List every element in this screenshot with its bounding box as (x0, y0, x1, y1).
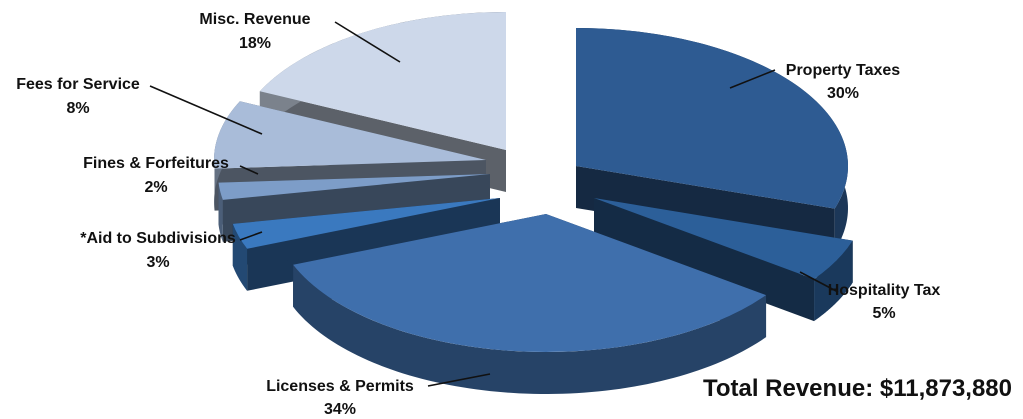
slice-label-licenses-permits: Licenses & Permits (266, 378, 414, 395)
slice-top-face (594, 198, 853, 280)
slice-percent-misc-revenue: 18% (239, 35, 271, 52)
leader-line-aid-to-subdivisions (239, 231, 263, 241)
slice-outer-wall (293, 264, 767, 394)
leader-line-misc-revenue (334, 21, 401, 63)
slice-percent-aid-to-subdivisions: 3% (146, 254, 169, 271)
slice-licenses-permits (293, 214, 767, 394)
slice-label-misc-revenue: Misc. Revenue (199, 11, 310, 28)
total-revenue-annotation: Total Revenue: $11,873,880 (703, 375, 1012, 402)
slice-label-hospitality-tax: Hospitality Tax (828, 282, 941, 299)
leader-line-licenses-permits (427, 373, 491, 387)
leader-line-hospitality-tax (799, 271, 839, 293)
leader-line-fines-forfeitures (239, 165, 259, 175)
slice-top-face (232, 198, 500, 249)
leader-line-fees-for-service (149, 85, 263, 135)
slice-label-property-taxes: Property Taxes (786, 62, 901, 79)
slice-label-aid-to-subdivisions: *Aid to Subdivisions (80, 230, 236, 247)
slice-top-face (259, 12, 506, 150)
slice-outer-wall (218, 182, 223, 242)
slice-percent-fines-forfeitures: 2% (144, 179, 167, 196)
slice-labels: Property Taxes 30% Hospitality Tax 5% Licens… (16, 11, 940, 418)
slice-top-face (293, 214, 767, 352)
pie-slices (214, 12, 853, 394)
slice-side-face (594, 198, 815, 322)
slice-top-face (214, 101, 486, 169)
slice-outer-wall (232, 223, 248, 291)
slice-percent-hospitality-tax: 5% (872, 305, 895, 322)
leader-line-property-taxes (729, 69, 776, 89)
slice-label-fees-for-service: Fees for Service (16, 76, 140, 93)
slice-percent-property-taxes: 30% (827, 85, 859, 102)
slice-top-face (576, 28, 848, 209)
slice-percent-licenses-permits: 34% (324, 401, 356, 418)
slice-outer-wall (814, 240, 853, 322)
leader-lines (149, 21, 839, 387)
slice-side-face (232, 198, 500, 266)
slice-top-face (218, 174, 491, 200)
slice-label-fines-forfeitures: Fines & Forfeitures (83, 155, 229, 172)
slice-percent-fees-for-service: 8% (66, 100, 89, 117)
slice-hospitality-tax (594, 198, 853, 322)
